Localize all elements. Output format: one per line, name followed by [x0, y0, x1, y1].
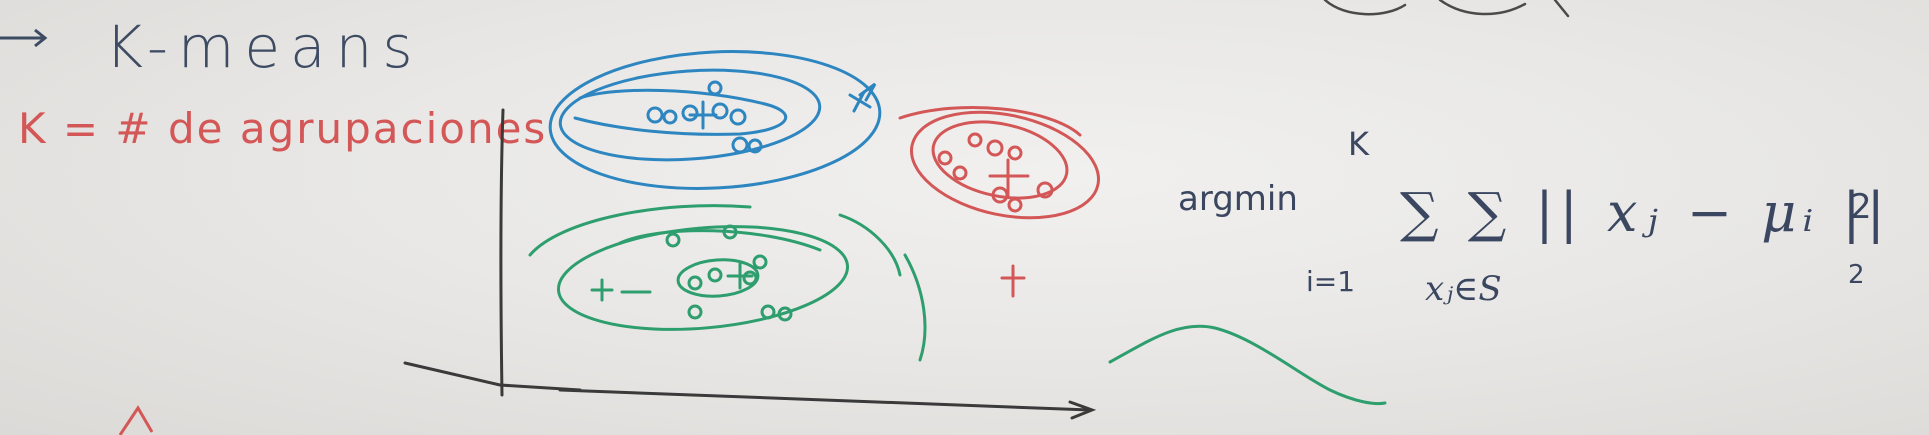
formula-exponent: 2	[1850, 187, 1872, 227]
red-cluster-icon	[898, 105, 1101, 298]
green-cluster-icon	[528, 204, 927, 362]
axes-icon	[403, 108, 1097, 420]
formula-sum-lower-inner: xⱼ∈S	[1425, 269, 1502, 309]
formula-subscript: 2	[1848, 260, 1865, 290]
formula-argmin: argmin	[1178, 179, 1298, 219]
definition-k: K = # de agrupaciones	[18, 104, 548, 153]
top-scribble-icon	[1323, 0, 1570, 18]
blue-cluster-icon	[548, 50, 882, 190]
arrow-icon	[0, 28, 48, 48]
formula-term: ∑ ∑ || xⱼ − μᵢ ||	[1400, 181, 1891, 244]
corner-mark-icon	[118, 405, 154, 435]
formula-sum-lower-outer: i=1	[1306, 265, 1356, 298]
wave-icon	[1108, 324, 1387, 406]
formula-sum-upper: K	[1348, 125, 1369, 163]
title-kmeans: K-means	[105, 13, 423, 81]
